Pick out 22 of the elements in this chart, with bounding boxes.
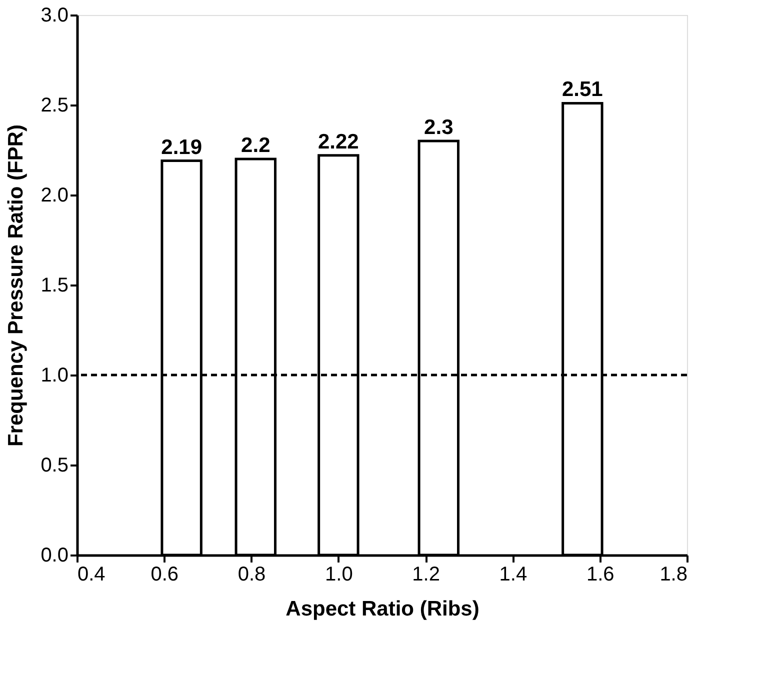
x-axis-title: Aspect Ratio (Ribs): [286, 598, 480, 620]
data-label: 2.2: [241, 134, 270, 157]
x-tick-label: 1.0: [325, 564, 353, 586]
y-tick-label: 2.5: [40, 94, 68, 116]
y-tick-label: 1.5: [40, 274, 68, 296]
y-tick-label: 0.5: [40, 454, 68, 476]
data-label: 2.3: [424, 116, 454, 139]
y-tick-label: 1.0: [40, 364, 68, 386]
x-tick-label: 0.6: [150, 564, 179, 586]
x-tick-label: 1.6: [586, 564, 614, 586]
data-label: 2.19: [161, 136, 202, 159]
y-tick-label: 2.0: [40, 184, 68, 206]
x-tick-label: 1.4: [499, 564, 528, 586]
x-tick-label: 0.4: [78, 564, 106, 586]
x-tick-label: 0.8: [238, 564, 266, 586]
y-tick-label: 0.0: [40, 544, 68, 566]
x-tick-label: 1.2: [412, 564, 440, 586]
y-axis-title: Frequency Pressure Ratio (FPR): [4, 124, 28, 447]
x-tick-label: 1.8: [660, 564, 688, 586]
data-label: 2.51: [562, 78, 604, 102]
y-tick-label: 3.0: [40, 4, 68, 26]
data-label: 2.22: [318, 130, 359, 154]
